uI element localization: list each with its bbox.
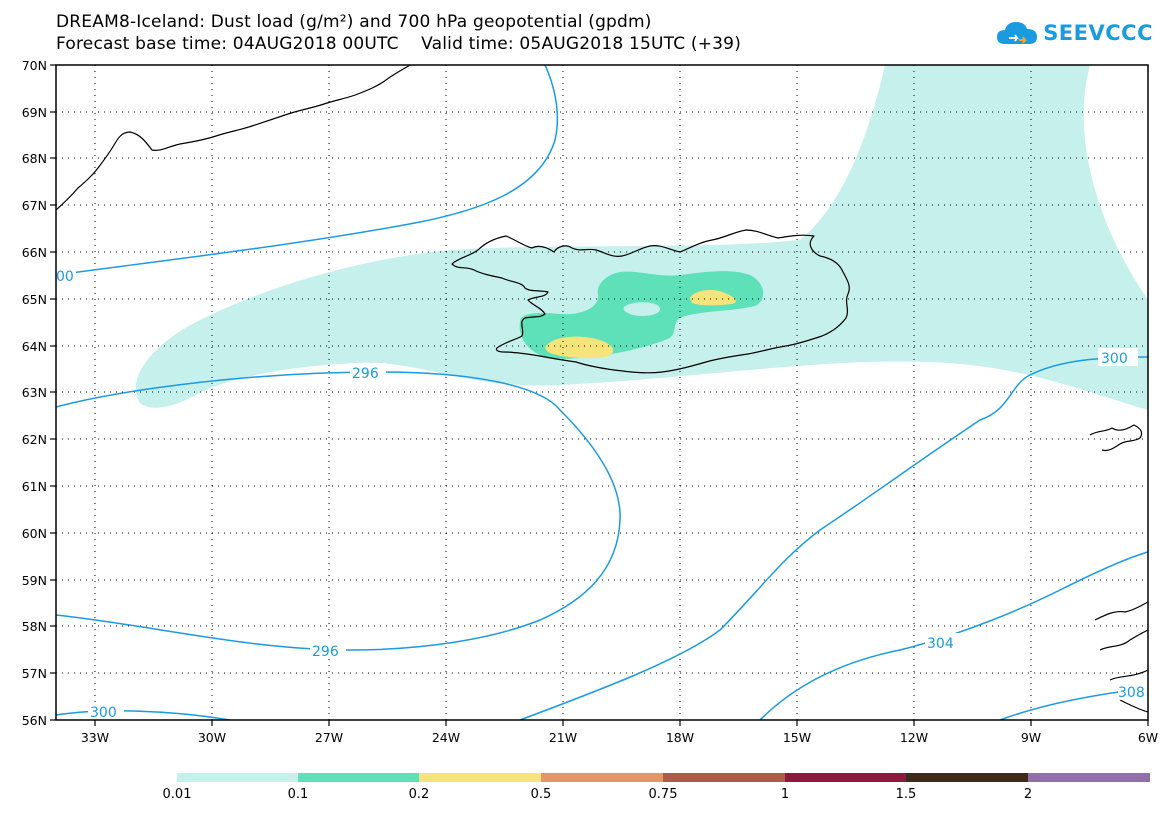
contour-labels: 00 296 300 296 300 304 308	[56, 266, 1148, 721]
colorbar-swatch	[298, 773, 419, 782]
scotland-coast	[1094, 601, 1148, 713]
contour-label-300-east: 300	[1101, 351, 1128, 367]
lat-label: 68N	[22, 151, 47, 166]
contour-label-300-north: 00	[56, 269, 74, 285]
lat-label: 58N	[22, 619, 47, 634]
colorbar-swatch	[906, 773, 1028, 782]
contour-label-296-south: 296	[312, 644, 339, 660]
coastlines	[56, 65, 1148, 713]
lon-label: 21W	[549, 730, 577, 745]
contour-304	[759, 551, 1148, 720]
colorbar-swatch	[1028, 773, 1150, 782]
lat-label: 60N	[22, 526, 47, 541]
lon-label: 18W	[666, 730, 694, 745]
lat-label: 70N	[22, 58, 47, 73]
geopotential-contours	[56, 65, 1148, 720]
dust-region-0.2-south	[545, 336, 614, 359]
lat-label: 67N	[22, 198, 47, 213]
lat-label: 62N	[22, 432, 47, 447]
longitude-labels: 33W 30W 27W 24W 21W 18W 15W 12W 9W 6W	[81, 730, 1158, 745]
lat-label: 61N	[22, 479, 47, 494]
contour-label-300-south: 300	[90, 705, 117, 721]
lon-label: 24W	[432, 730, 460, 745]
colorbar-swatch	[419, 773, 541, 782]
cloud-icon	[997, 22, 1038, 44]
colorbar-swatch	[663, 773, 785, 782]
colorbar-label: 1.5	[896, 787, 917, 802]
faroe-islands	[1089, 424, 1143, 452]
contour-300-south	[56, 710, 231, 720]
lon-label: 27W	[315, 730, 343, 745]
colorbar-label: 1	[781, 787, 789, 802]
greenland-coast	[56, 65, 411, 211]
latitude-labels: 70N 69N 68N 67N 66N 65N 64N 63N 62N 61N …	[22, 58, 47, 728]
lon-label: 9W	[1021, 730, 1041, 745]
contour-label-308: 308	[1118, 685, 1145, 701]
lon-label: 12W	[900, 730, 928, 745]
colorbar-label: 2	[1024, 787, 1032, 802]
dust-region-0.01	[135, 65, 1148, 410]
colorbar-label: 0.5	[531, 787, 552, 802]
chart-subtitle: Forecast base time: 04AUG2018 00UTC Vali…	[56, 34, 742, 54]
colorbar: 0.01 0.1 0.2 0.5 0.75 1 1.5 2	[163, 773, 1150, 802]
colorbar-label: 0.1	[288, 787, 309, 802]
lat-label: 56N	[22, 713, 47, 728]
lon-label: 15W	[783, 730, 811, 745]
logo-text: SEEVCCC	[1043, 21, 1153, 45]
axis-ticks	[50, 64, 1149, 726]
lat-label: 57N	[22, 666, 47, 681]
colorbar-label: 0.01	[163, 787, 192, 802]
colorbar-swatch	[785, 773, 906, 782]
chart-title: DREAM8-Iceland: Dust load (g/m²) and 700…	[56, 12, 652, 32]
lat-label: 59N	[22, 573, 47, 588]
lon-label: 6W	[1138, 730, 1158, 745]
colorbar-swatch	[541, 773, 663, 782]
contour-label-304: 304	[927, 636, 954, 652]
lat-label: 63N	[22, 385, 47, 400]
contour-296-middle	[56, 371, 621, 651]
colorbar-label: 0.2	[409, 787, 430, 802]
lon-label: 33W	[81, 730, 109, 745]
lat-label: 69N	[22, 105, 47, 120]
lat-label: 64N	[22, 339, 47, 354]
lat-label: 66N	[22, 245, 47, 260]
lat-label: 65N	[22, 292, 47, 307]
dust-region-0.2-east	[690, 290, 736, 306]
contour-label-296-middle: 296	[352, 366, 379, 382]
colorbar-label: 0.75	[649, 787, 678, 802]
contour-300-north	[56, 65, 559, 276]
contour-300-east	[519, 356, 1148, 720]
colorbar-swatch	[177, 773, 298, 782]
lon-label: 30W	[198, 730, 226, 745]
iceland-coast	[451, 229, 850, 374]
seevccc-logo: SEEVCCC	[995, 18, 1153, 48]
map-area: 00 296 300 296 300 304 308	[56, 65, 1148, 721]
